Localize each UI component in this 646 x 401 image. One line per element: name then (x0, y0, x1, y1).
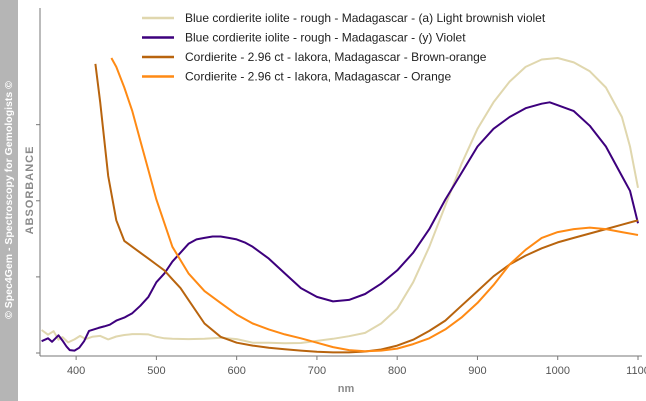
series-line-2 (41, 101, 639, 352)
legend-label-2: Blue cordierite iolite - rough - Madagas… (185, 31, 466, 45)
x-tick-label-900: 900 (468, 365, 486, 377)
legend-label-3: Cordierite - 2.96 ct - Iakora, Madagasca… (185, 50, 487, 64)
x-tick-label-600: 600 (227, 365, 245, 377)
x-tick-label-700: 700 (308, 365, 326, 377)
x-tick-label-500: 500 (147, 365, 165, 377)
x-tick-label-1000: 1000 (545, 365, 569, 377)
x-ticks: 400 500 600 700 800 900 1000 1100 (67, 356, 646, 377)
copyright-strip: © Spec4Gem - Spectroscopy for Gemologist… (0, 0, 18, 401)
series-layer (41, 57, 639, 354)
series-line-1 (41, 57, 639, 345)
x-tick-label-1100: 1100 (626, 365, 646, 377)
series-line-3 (94, 63, 639, 354)
y-axis-title: ABSORBANCE (24, 146, 36, 235)
x-tick-label-400: 400 (67, 365, 85, 377)
axes (39, 8, 642, 357)
legend: Blue cordierite iolite - rough - Madagas… (142, 11, 546, 84)
y-ticks (36, 124, 40, 354)
legend-label-4: Cordierite - 2.96 ct - Iakora, Madagasca… (185, 70, 451, 84)
legend-label-1: Blue cordierite iolite - rough - Madagas… (185, 11, 546, 25)
series-line-4 (110, 57, 639, 353)
x-tick-label-800: 800 (388, 365, 406, 377)
x-axis-title: nm (338, 383, 355, 395)
